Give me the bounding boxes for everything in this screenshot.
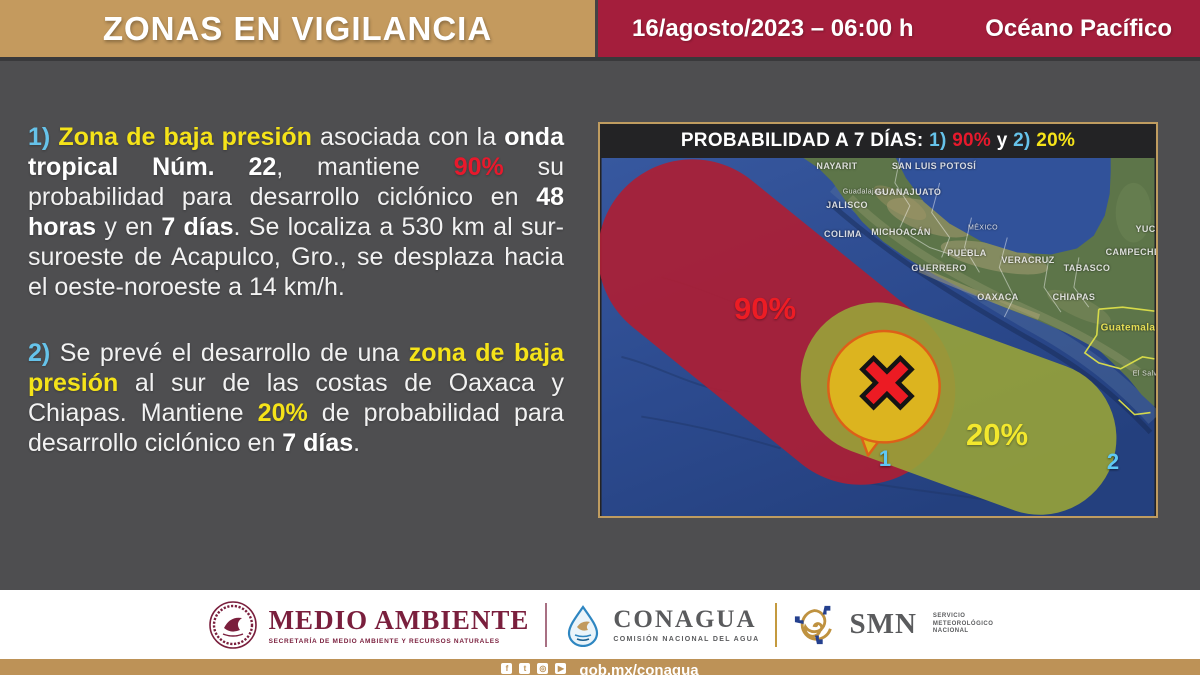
state-label: NAYARIT [816,161,858,171]
conagua-url: gob.mx/conagua [579,662,699,675]
zone-label: 1 [878,446,892,471]
map-graphic [600,158,1156,516]
state-label: CHIAPAS [1052,292,1096,302]
state-label: SAN LUIS POTOSÍ [891,161,977,171]
zone-2-paragraph: 2) Se prevé el desarrollo de una zona de… [28,338,564,458]
text-segment: 1) [929,130,953,151]
water-drop-icon [568,604,599,647]
text-segment: 7 días [161,213,234,241]
footer-divider [545,602,548,647]
text-segment: onda tropical Núm. 22 [28,123,564,181]
smn-logo-group: SMN SERVICIO METEOROLÓGICO NACIONAL [793,602,993,648]
text-segment: PROBABILIDAD A 7 DÍAS: [680,130,930,151]
state-label: MÉXICO [967,224,999,232]
twitter-icon: t [519,663,531,674]
smn-subtitle-line: NACIONAL [932,628,969,635]
conagua-subtitle: COMISIÓN NACIONAL DEL AGUA [613,636,760,643]
header-info-section: 16/agosto/2023 – 06:00 h Océano Pacífico [598,0,1200,57]
state-borders [894,158,1090,318]
text-segment: 48 horas [28,183,564,241]
facebook-icon: f [501,663,513,674]
smn-subtitle-line: METEOROLÓGICO [932,620,994,627]
footer-divider-gold [775,602,778,647]
state-label: YUCA [1135,224,1156,234]
text-segment: . [353,429,361,457]
smn-subtitle: SERVICIO METEOROLÓGICO NACIONAL [933,613,994,636]
state-label: El Salv. [1132,370,1156,378]
zone-label: 2 [1106,449,1120,474]
text-segment: al sur de las costas de Oaxaca y Chiapas… [28,369,564,427]
text-segment: 7 días [282,429,354,457]
text-segment: zona de baja presión [28,339,564,397]
state-label: MICHOACÁN [871,227,931,237]
x-marker-icon [859,354,915,411]
state-label: TABASCO [1063,263,1111,273]
page-title: ZONAS EN VIGILANCIA [102,9,493,47]
state-label: CAMPECHE [1105,247,1156,257]
institutional-footer: MEDIO AMBIENTE SECRETARÍA DE MEDIO AMBIE… [0,590,1200,659]
text-segment: de probabilidad para desarrollo ciclónic… [28,399,565,457]
state-label: COLIMA [824,229,862,239]
bulletin-text-column: 1) Zona de baja presión asociada con la … [28,122,564,494]
pacific-map: NAYARIT Guadalajara JALISCO COLIMA MICHOACÁN… [600,158,1156,516]
guatemala-border [1083,306,1155,416]
bulletin-date: 16/agosto/2023 – 06:00 h [632,14,914,42]
conagua-title: CONAGUA [613,606,757,633]
text-segment: 2) [1013,130,1037,151]
state-label: OAXACA [977,292,1019,302]
mexico-seal-icon [208,600,257,649]
text-segment: y [991,130,1014,151]
semarnat-subtitle: SECRETARÍA DE MEDIO AMBIENTE Y RECURSOS … [268,637,500,645]
zone-label: 20% [965,417,1029,452]
zone-label: 90% [733,291,797,326]
text-segment: 20% [257,399,308,427]
text-segment: 90% [453,153,504,181]
map-title: PROBABILIDAD A 7 DÍAS: 1) 90% y 2) 20% [600,124,1156,158]
state-label: GUANAJUATO [874,187,942,197]
header-bar: ZONAS EN VIGILANCIA 16/agosto/2023 – 06:… [0,0,1200,57]
text-segment: 90% [952,130,992,151]
youtube-icon: ▶ [555,663,567,674]
state-label: PUEBLA [947,248,987,258]
text-segment: , mantiene [276,153,454,181]
state-label: GUERRERO [911,263,967,273]
probability-map-panel: PROBABILIDAD A 7 DÍAS: 1) 90% y 2) 20% [598,122,1158,518]
text-segment: y en [96,213,162,241]
state-label: Guadalajara [842,188,886,196]
conagua-logo-group: CONAGUA COMISIÓN NACIONAL DEL AGUA [563,603,759,647]
state-label: Guatemala [1100,322,1156,334]
text-segment: 20% [1036,130,1076,151]
header-title-section: ZONAS EN VIGILANCIA [0,0,598,57]
state-label: JALISCO [826,200,868,210]
header-shadow [0,57,1200,61]
gulf-of-mexico [895,158,1111,255]
state-label: VERACRUZ [1001,255,1055,265]
semarnat-logo-group: MEDIO AMBIENTE SECRETARÍA DE MEDIO AMBIE… [207,599,530,651]
text-segment: Se prevé el desarrollo de una [59,339,409,367]
semarnat-title: MEDIO AMBIENTE [268,604,530,635]
text-segment: su probabilidad para desarrollo ciclónic… [28,153,564,211]
text-segment: asociada con la [311,123,505,151]
ocean-region-label: Océano Pacífico [985,14,1172,42]
instagram-icon: ◎ [537,663,549,674]
text-segment: 2) [28,339,60,367]
terrain-texture [847,182,1152,375]
smn-subtitle-line: SERVICIO [932,613,966,620]
text-segment: 1) [28,123,59,151]
smn-title: SMN [849,608,917,640]
text-segment: . Se localiza a 530 km al sur-suroeste d… [28,213,564,301]
zone-1-paragraph: 1) Zona de baja presión asociada con la … [28,122,564,302]
text-segment: Zona de baja presión [58,123,312,151]
smn-spiral-icon [795,605,833,644]
social-strip: f t ◎ ▶ gob.mx/conagua [0,659,1200,675]
trench-line [826,199,1153,435]
